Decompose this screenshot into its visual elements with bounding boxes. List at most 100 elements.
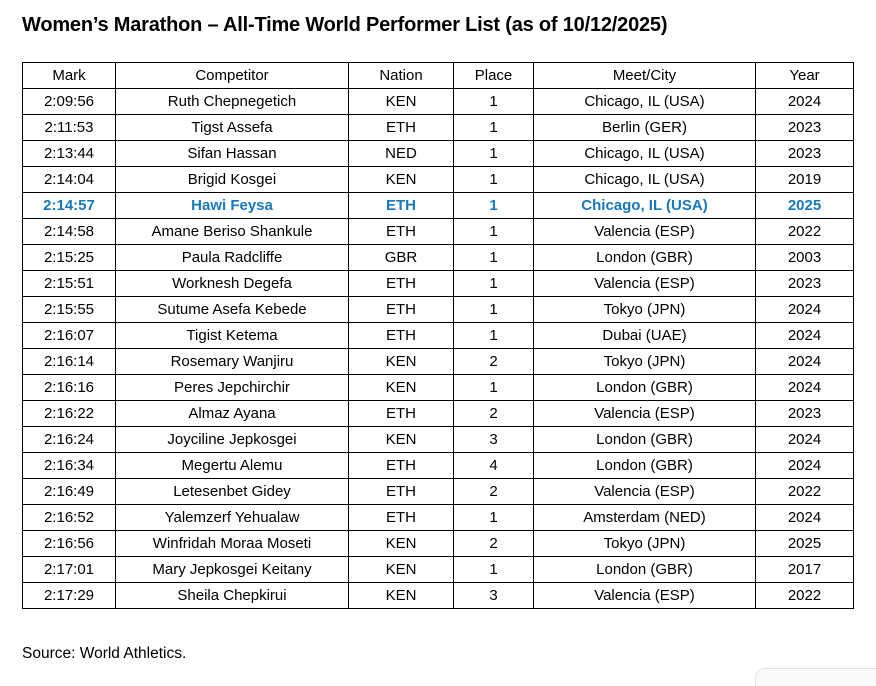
- cell-competitor: Worknesh Degefa: [115, 270, 349, 297]
- cell-competitor: Sheila Chepkirui: [115, 582, 349, 609]
- cell-meet_city: Tokyo (JPN): [533, 530, 756, 557]
- cell-nation: KEN: [348, 348, 454, 375]
- table-row: 2:13:44 Sifan Hassan NED 1 Chicago, IL (USA)…: [22, 140, 854, 167]
- cell-place: 1: [453, 88, 534, 115]
- cell-year: 2022: [755, 478, 854, 505]
- table-row: 2:16:07 Tigist Ketema ETH 1 Dubai (UAE) 2024: [22, 322, 854, 349]
- table-row: 2:16:16 Peres Jepchirchir KEN 1 London (GBR)…: [22, 374, 854, 401]
- cell-year: 2017: [755, 556, 854, 583]
- cell-meet_city: Tokyo (JPN): [533, 348, 756, 375]
- cell-place: 3: [453, 582, 534, 609]
- cell-nation: NED: [348, 140, 454, 167]
- cell-mark: 2:11:53: [22, 114, 116, 141]
- table-row: 2:17:29 Sheila Chepkirui KEN 3 Valencia (ESP…: [22, 582, 854, 609]
- cell-mark: 2:17:29: [22, 582, 116, 609]
- cell-competitor: Almaz Ayana: [115, 400, 349, 427]
- cell-nation: GBR: [348, 244, 454, 271]
- cell-mark: 2:16:07: [22, 322, 116, 349]
- cell-nation: ETH: [348, 478, 454, 505]
- cell-mark: 2:15:25: [22, 244, 116, 271]
- cell-nation: ETH: [348, 270, 454, 297]
- table-header-row: Mark Competitor Nation Place Meet/City Year: [22, 62, 854, 89]
- cell-mark: 2:16:14: [22, 348, 116, 375]
- cell-year: 2025: [755, 192, 854, 219]
- performer-table: Mark Competitor Nation Place Meet/City Year 2…: [22, 62, 854, 609]
- cell-year: 2022: [755, 582, 854, 609]
- cell-meet_city: London (GBR): [533, 244, 756, 271]
- cell-mark: 2:16:24: [22, 426, 116, 453]
- cell-year: 2024: [755, 374, 854, 401]
- cell-year: 2023: [755, 114, 854, 141]
- cell-nation: KEN: [348, 556, 454, 583]
- cell-mark: 2:14:58: [22, 218, 116, 245]
- cell-mark: 2:15:51: [22, 270, 116, 297]
- cell-meet_city: Valencia (ESP): [533, 218, 756, 245]
- cell-meet_city: Amsterdam (NED): [533, 504, 756, 531]
- cell-mark: 2:16:49: [22, 478, 116, 505]
- cell-competitor: Tigst Assefa: [115, 114, 349, 141]
- column-header-meet_city: Meet/City: [533, 62, 756, 89]
- cell-year: 2023: [755, 270, 854, 297]
- table-row: 2:16:52 Yalemzerf Yehualaw ETH 1 Amsterdam (…: [22, 504, 854, 531]
- cell-mark: 2:16:56: [22, 530, 116, 557]
- cell-meet_city: Dubai (UAE): [533, 322, 756, 349]
- cell-competitor: Sutume Asefa Kebede: [115, 296, 349, 323]
- page-title: Women’s Marathon – All-Time World Perfor…: [22, 14, 668, 36]
- cell-place: 2: [453, 478, 534, 505]
- column-header-year: Year: [755, 62, 854, 89]
- cell-competitor: Yalemzerf Yehualaw: [115, 504, 349, 531]
- cell-competitor: Winfridah Moraa Moseti: [115, 530, 349, 557]
- cell-year: 2022: [755, 218, 854, 245]
- cell-place: 1: [453, 218, 534, 245]
- cell-meet_city: Chicago, IL (USA): [533, 192, 756, 219]
- table-row: 2:15:51 Worknesh Degefa ETH 1 Valencia (ESP)…: [22, 270, 854, 297]
- cell-year: 2024: [755, 452, 854, 479]
- cell-mark: 2:16:22: [22, 400, 116, 427]
- table-row: 2:16:34 Megertu Alemu ETH 4 London (GBR) 2024: [22, 452, 854, 479]
- cell-nation: ETH: [348, 218, 454, 245]
- cell-competitor: Amane Beriso Shankule: [115, 218, 349, 245]
- cell-competitor: Megertu Alemu: [115, 452, 349, 479]
- cell-mark: 2:13:44: [22, 140, 116, 167]
- cell-competitor: Rosemary Wanjiru: [115, 348, 349, 375]
- table-row: 2:14:04 Brigid Kosgei KEN 1 Chicago, IL (USA…: [22, 166, 854, 193]
- cell-competitor: Letesenbet Gidey: [115, 478, 349, 505]
- cell-mark: 2:14:57: [22, 192, 116, 219]
- cell-mark: 2:16:34: [22, 452, 116, 479]
- cell-meet_city: London (GBR): [533, 374, 756, 401]
- cell-nation: KEN: [348, 374, 454, 401]
- cell-nation: ETH: [348, 114, 454, 141]
- cell-mark: 2:14:04: [22, 166, 116, 193]
- cell-meet_city: Chicago, IL (USA): [533, 88, 756, 115]
- table-row: 2:16:49 Letesenbet Gidey ETH 2 Valencia (ESP…: [22, 478, 854, 505]
- column-header-nation: Nation: [348, 62, 454, 89]
- cell-year: 2003: [755, 244, 854, 271]
- cell-place: 1: [453, 140, 534, 167]
- cell-year: 2025: [755, 530, 854, 557]
- cell-place: 1: [453, 244, 534, 271]
- cell-meet_city: Valencia (ESP): [533, 400, 756, 427]
- table-row: 2:11:53 Tigst Assefa ETH 1 Berlin (GER) 2023: [22, 114, 854, 141]
- cell-nation: KEN: [348, 88, 454, 115]
- cell-competitor: Ruth Chepnegetich: [115, 88, 349, 115]
- cell-year: 2024: [755, 296, 854, 323]
- cell-place: 2: [453, 400, 534, 427]
- table-row: 2:16:22 Almaz Ayana ETH 2 Valencia (ESP) 2023: [22, 400, 854, 427]
- cell-mark: 2:17:01: [22, 556, 116, 583]
- cell-year: 2024: [755, 322, 854, 349]
- cell-place: 3: [453, 426, 534, 453]
- cell-meet_city: Valencia (ESP): [533, 582, 756, 609]
- table-row: 2:15:25 Paula Radcliffe GBR 1 London (GBR) 20…: [22, 244, 854, 271]
- cell-meet_city: Tokyo (JPN): [533, 296, 756, 323]
- column-header-competitor: Competitor: [115, 62, 349, 89]
- cell-place: 2: [453, 348, 534, 375]
- cell-year: 2024: [755, 348, 854, 375]
- source-note: Source: World Athletics.: [22, 645, 187, 662]
- cell-meet_city: London (GBR): [533, 426, 756, 453]
- cell-nation: ETH: [348, 322, 454, 349]
- cell-meet_city: Berlin (GER): [533, 114, 756, 141]
- table-row: 2:09:56 Ruth Chepnegetich KEN 1 Chicago, IL …: [22, 88, 854, 115]
- cell-meet_city: London (GBR): [533, 556, 756, 583]
- cell-meet_city: Chicago, IL (USA): [533, 140, 756, 167]
